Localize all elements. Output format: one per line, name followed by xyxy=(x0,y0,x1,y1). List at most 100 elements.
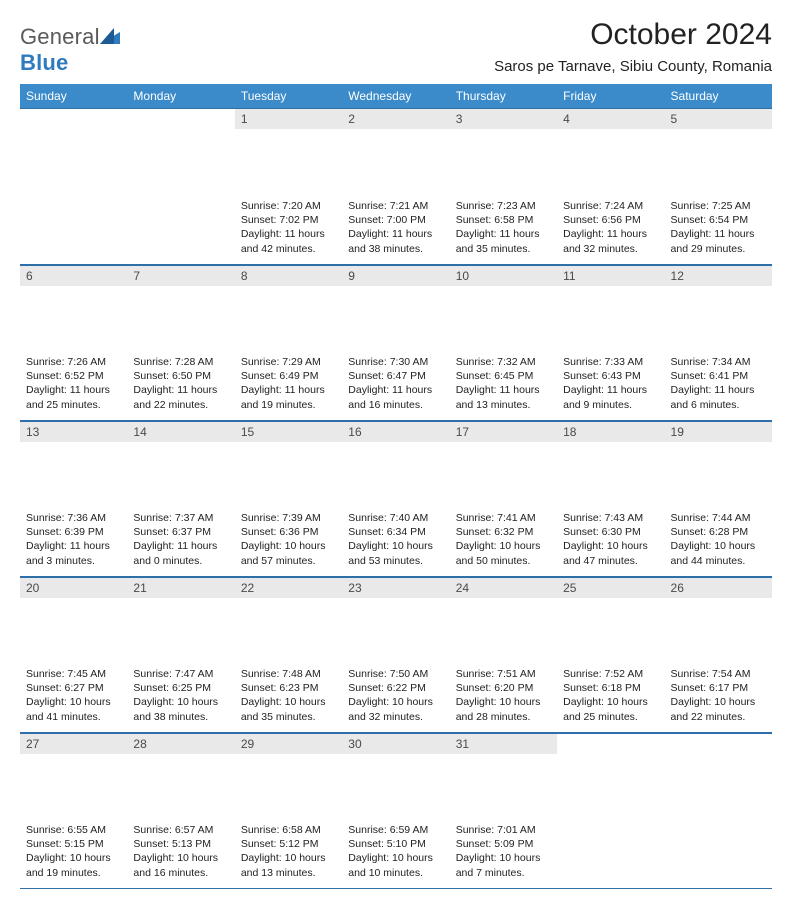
logo: General Blue xyxy=(20,18,120,76)
logo-part1: General xyxy=(20,24,100,49)
sunrise-line: Sunrise: 7:34 AM xyxy=(671,355,766,369)
daylight-line: Daylight: 11 hours and 19 minutes. xyxy=(241,383,336,411)
daylight-line: Daylight: 11 hours and 29 minutes. xyxy=(671,227,766,255)
sunset-line: Sunset: 6:34 PM xyxy=(348,525,443,539)
sunrise-line: Sunrise: 7:41 AM xyxy=(456,511,551,525)
day-body: Sunrise: 7:50 AMSunset: 6:22 PMDaylight:… xyxy=(342,664,449,730)
sunset-line: Sunset: 6:37 PM xyxy=(133,525,228,539)
sunset-line: Sunset: 6:56 PM xyxy=(563,213,658,227)
week-body-row: Sunrise: 7:36 AMSunset: 6:39 PM Daylight:… xyxy=(20,508,772,576)
week-body-row: Sunrise: 6:55 AMSunset: 5:15 PMDaylight:… xyxy=(20,820,772,888)
day-body: Sunrise: 7:25 AMSunset: 6:54 PMDaylight:… xyxy=(665,196,772,262)
day-body: Sunrise: 7:26 AMSunset: 6:52 PMDaylight:… xyxy=(20,352,127,418)
week-body-row: Sunrise: 7:20 AMSunset: 7:02 PMDaylight:… xyxy=(20,196,772,264)
day-body: Sunrise: 7:41 AMSunset: 6:32 PMDaylight:… xyxy=(450,508,557,574)
day-body: Sunrise: 7:54 AMSunset: 6:17 PMDaylight:… xyxy=(665,664,772,730)
day-number: 30 xyxy=(342,733,449,754)
sunset-line: Sunset: 6:43 PM xyxy=(563,369,658,383)
dow-row: Sunday Monday Tuesday Wednesday Thursday… xyxy=(20,84,772,108)
sunset-line: Sunset: 6:41 PM xyxy=(671,369,766,383)
sunrise-line: Sunrise: 6:58 AM xyxy=(241,823,336,837)
day-number: 15 xyxy=(235,421,342,442)
daylight-line: Daylight: 10 hours and 32 minutes. xyxy=(348,695,443,723)
sunset-line: Sunset: 6:58 PM xyxy=(456,213,551,227)
daylight-line: Daylight: 11 hours and 6 minutes. xyxy=(671,383,766,411)
day-number: 17 xyxy=(450,421,557,442)
sunrise-line: Sunrise: 7:28 AM xyxy=(133,355,228,369)
day-number: 3 xyxy=(450,108,557,129)
sunset-line: Sunset: 6:45 PM xyxy=(456,369,551,383)
sunset-line: Sunset: 7:02 PM xyxy=(241,213,336,227)
sunset-line: Sunset: 6:20 PM xyxy=(456,681,551,695)
sunset-line: Sunset: 6:17 PM xyxy=(671,681,766,695)
sunset-line: Sunset: 6:50 PM xyxy=(133,369,228,383)
sunset-line: Sunset: 5:13 PM xyxy=(133,837,228,851)
day-number: 2 xyxy=(342,108,449,129)
week-daynum-row: 12345 xyxy=(20,108,772,196)
day-body: Sunrise: 6:55 AMSunset: 5:15 PMDaylight:… xyxy=(20,820,127,886)
sunrise-line: Sunrise: 7:54 AM xyxy=(671,667,766,681)
daylight-line: Daylight: 11 hours and 42 minutes. xyxy=(241,227,336,255)
sunrise-line: Sunrise: 7:23 AM xyxy=(456,199,551,213)
day-number: 25 xyxy=(557,577,664,598)
sunset-line: Sunset: 6:28 PM xyxy=(671,525,766,539)
title-block: October 2024 Saros pe Tarnave, Sibiu Cou… xyxy=(494,18,772,75)
page-title: October 2024 xyxy=(494,18,772,52)
day-number: 27 xyxy=(20,733,127,754)
day-number-empty xyxy=(557,733,664,754)
daylight-line: Daylight: 11 hours and 13 minutes. xyxy=(456,383,551,411)
day-number: 11 xyxy=(557,265,664,286)
dow-tuesday: Tuesday xyxy=(235,84,342,108)
daylight-line: Daylight: 11 hours and 32 minutes. xyxy=(563,227,658,255)
daylight-line: Daylight: 10 hours and 41 minutes. xyxy=(26,695,121,723)
daylight-line: Daylight: 11 hours and 35 minutes. xyxy=(456,227,551,255)
sunrise-line: Sunrise: 7:21 AM xyxy=(348,199,443,213)
daylight-line: Daylight: 10 hours and 50 minutes. xyxy=(456,539,551,567)
daylight-line: Daylight: 10 hours and 53 minutes. xyxy=(348,539,443,567)
week-body-row: Sunrise: 7:45 AMSunset: 6:27 PMDaylight:… xyxy=(20,664,772,732)
calendar-table: Sunday Monday Tuesday Wednesday Thursday… xyxy=(20,84,772,889)
day-number-empty xyxy=(665,733,772,754)
day-body: Sunrise: 7:47 AMSunset: 6:25 PMDaylight:… xyxy=(127,664,234,730)
daylight-line: Daylight: 10 hours and 7 minutes. xyxy=(456,851,551,879)
sunrise-line: Sunrise: 7:50 AM xyxy=(348,667,443,681)
day-number: 8 xyxy=(235,265,342,286)
daylight-line: Daylight: 10 hours and 47 minutes. xyxy=(563,539,658,567)
day-number: 26 xyxy=(665,577,772,598)
sunrise-line: Sunrise: 7:40 AM xyxy=(348,511,443,525)
day-body: Sunrise: 7:21 AMSunset: 7:00 PMDaylight:… xyxy=(342,196,449,262)
logo-part2: Blue xyxy=(20,50,68,75)
day-body: Sunrise: 7:45 AMSunset: 6:27 PMDaylight:… xyxy=(20,664,127,730)
sunset-line: Sunset: 6:54 PM xyxy=(671,213,766,227)
day-number: 31 xyxy=(450,733,557,754)
sunrise-line: Sunrise: 7:36 AM xyxy=(26,511,121,525)
sunset-line: Sunset: 6:22 PM xyxy=(348,681,443,695)
sunset-line: Sunset: 5:09 PM xyxy=(456,837,551,851)
header: General Blue October 2024 Saros pe Tarna… xyxy=(20,18,772,76)
week-daynum-row: 13141516171819 xyxy=(20,420,772,508)
sunset-line: Sunset: 6:49 PM xyxy=(241,369,336,383)
day-number: 14 xyxy=(127,421,234,442)
day-body: Sunrise: 7:01 AMSunset: 5:09 PMDaylight:… xyxy=(450,820,557,886)
daylight-line: Daylight: 10 hours and 19 minutes. xyxy=(26,851,121,879)
sunrise-line: Sunrise: 7:52 AM xyxy=(563,667,658,681)
sunrise-line: Sunrise: 7:32 AM xyxy=(456,355,551,369)
day-number: 12 xyxy=(665,265,772,286)
day-body: Sunrise: 6:58 AMSunset: 5:12 PMDaylight:… xyxy=(235,820,342,886)
day-body: Sunrise: 7:28 AMSunset: 6:50 PMDaylight:… xyxy=(127,352,234,418)
dow-thursday: Thursday xyxy=(450,84,557,108)
sunrise-line: Sunrise: 7:29 AM xyxy=(241,355,336,369)
sunrise-line: Sunrise: 7:44 AM xyxy=(671,511,766,525)
day-body: Sunrise: 7:51 AMSunset: 6:20 PMDaylight:… xyxy=(450,664,557,730)
day-number: 13 xyxy=(20,421,127,442)
daylight-line: Daylight: 11 hours and 9 minutes. xyxy=(563,383,658,411)
week-daynum-row: 20212223242526 xyxy=(20,576,772,664)
sunrise-line: Sunrise: 7:33 AM xyxy=(563,355,658,369)
sunrise-line: Sunrise: 7:20 AM xyxy=(241,199,336,213)
day-number: 28 xyxy=(127,733,234,754)
calendar-body: 12345Sunrise: 7:20 AMSunset: 7:02 PMDayl… xyxy=(20,108,772,888)
sunset-line: Sunset: 6:39 PM xyxy=(26,525,121,539)
day-number: 19 xyxy=(665,421,772,442)
day-body: Sunrise: 7:24 AMSunset: 6:56 PMDaylight:… xyxy=(557,196,664,262)
daylight-line: Daylight: 10 hours and 28 minutes. xyxy=(456,695,551,723)
